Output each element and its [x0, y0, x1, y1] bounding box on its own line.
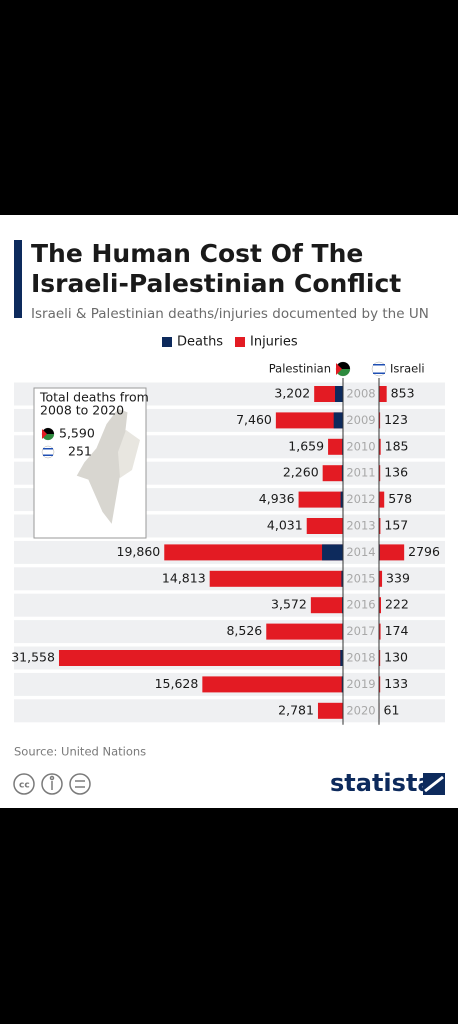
year-label: 2011 — [346, 466, 375, 480]
side-header: Israeli — [390, 362, 425, 376]
brand: statista — [330, 769, 434, 797]
bar-total — [379, 623, 381, 640]
value-label: 174 — [385, 623, 409, 638]
bar-total — [379, 386, 387, 402]
row-band — [14, 699, 445, 723]
bar-deaths — [340, 650, 343, 666]
bar-total — [202, 676, 343, 693]
bar-total — [298, 491, 343, 508]
value-label: 31,558 — [11, 650, 55, 665]
flag-israel — [371, 361, 387, 377]
value-label: 2796 — [408, 544, 440, 559]
subtitle: Israeli & Palestinian deaths/injuries do… — [31, 306, 429, 322]
bar-total — [379, 570, 383, 587]
bar-deaths — [333, 412, 343, 429]
bar-total — [379, 597, 381, 614]
value-label: 61 — [384, 702, 400, 717]
year-label: 2015 — [346, 571, 375, 585]
year-label: 2012 — [346, 492, 375, 506]
legend-label: Injuries — [250, 335, 298, 350]
bar-total — [310, 597, 343, 614]
legend-swatch — [162, 337, 172, 347]
value-label: 15,628 — [155, 676, 199, 691]
value-label: 853 — [391, 386, 415, 401]
bar-total — [266, 623, 343, 640]
inset-title: 2008 to 2020 — [40, 403, 124, 418]
inset-title: Total deaths from — [39, 390, 149, 405]
chart-title: Israeli-Palestinian Conflict — [31, 269, 401, 298]
year-label: 2019 — [346, 677, 375, 691]
legend-label: Deaths — [177, 335, 223, 350]
year-label: 2016 — [346, 598, 375, 612]
value-label: 19,860 — [117, 544, 161, 559]
year-label: 2008 — [346, 387, 375, 401]
license-icons — [13, 773, 91, 795]
chart-title: The Human Cost Of The — [31, 239, 363, 268]
bar-total — [379, 650, 381, 666]
value-label: 1,659 — [288, 438, 324, 453]
side-header: Palestinian — [269, 362, 331, 376]
year-label: 2010 — [346, 439, 375, 453]
bar-total — [58, 650, 344, 666]
value-label: 136 — [384, 465, 408, 480]
bar-total — [379, 491, 385, 508]
bar-total — [209, 570, 343, 587]
bar-total — [164, 544, 343, 561]
value-label: 133 — [384, 676, 408, 691]
value-label: 2,781 — [278, 702, 314, 717]
brand-icon — [423, 773, 445, 795]
value-label: 339 — [386, 570, 410, 585]
value-label: 130 — [384, 650, 408, 665]
bar-total — [379, 465, 381, 482]
bar-total — [317, 702, 343, 719]
value-label: 7,460 — [236, 412, 272, 427]
bar-total — [275, 412, 343, 429]
value-label: 123 — [384, 412, 408, 427]
title-accent — [14, 240, 22, 318]
inset-value: 5,590 — [59, 426, 95, 441]
source: Source: United Nations — [14, 745, 146, 759]
bar-total — [379, 438, 381, 455]
year-label: 2009 — [346, 413, 375, 427]
legend-swatch — [235, 337, 245, 347]
bar-deaths — [340, 491, 343, 508]
cc-icon: cc — [19, 781, 30, 791]
bar-deaths — [322, 544, 343, 561]
bar-total — [322, 465, 343, 482]
bar-total — [328, 438, 343, 455]
bar-deaths — [335, 386, 343, 402]
flag-israel — [41, 445, 55, 459]
year-label: 2018 — [346, 651, 375, 665]
flag-palestine — [335, 361, 351, 377]
year-label: 2013 — [346, 519, 375, 533]
value-label: 8,526 — [226, 623, 262, 638]
value-label: 14,813 — [162, 570, 206, 585]
value-label: 578 — [388, 491, 412, 506]
value-label: 2,260 — [283, 465, 319, 480]
value-label: 157 — [384, 518, 408, 533]
map-west-bank — [118, 430, 140, 478]
inset-value: 251 — [68, 444, 92, 459]
bar-total — [379, 676, 381, 693]
year-label: 2014 — [346, 545, 375, 559]
bar-deaths — [341, 570, 343, 587]
value-label: 4,936 — [259, 491, 295, 506]
value-label: 185 — [385, 438, 409, 453]
value-label: 3,202 — [274, 386, 310, 401]
flag-palestine — [41, 427, 55, 441]
value-label: 3,572 — [271, 597, 307, 612]
bar-total — [379, 518, 381, 534]
bar-deaths — [341, 676, 343, 693]
value-label: 4,031 — [267, 518, 303, 533]
bar-total — [306, 518, 343, 534]
year-label: 2017 — [346, 624, 375, 638]
bar-deaths — [341, 465, 343, 482]
year-label: 2020 — [346, 703, 375, 717]
bar-total — [379, 544, 405, 561]
bar-total — [379, 412, 381, 429]
value-label: 222 — [385, 597, 409, 612]
